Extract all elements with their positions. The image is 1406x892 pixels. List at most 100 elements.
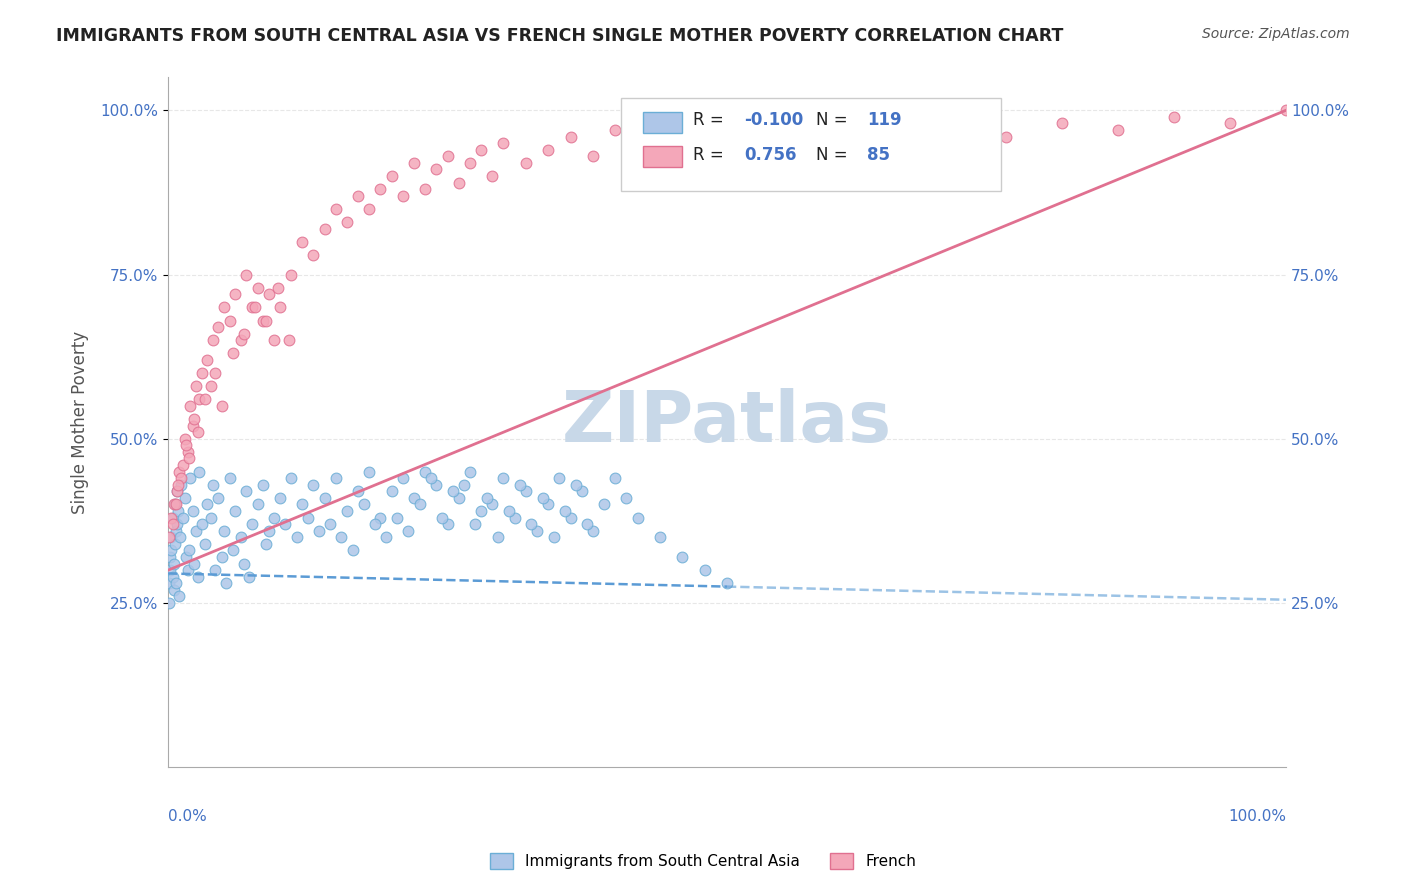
- Point: [159, 563, 181, 577]
- Point: [419, 471, 441, 485]
- Point: [543, 530, 565, 544]
- Point: [353, 498, 375, 512]
- Point: [1219, 116, 1241, 130]
- Point: [319, 517, 342, 532]
- Text: IMMIGRANTS FROM SOUTH CENTRAL ASIA VS FRENCH SINGLE MOTHER POVERTY CORRELATION C: IMMIGRANTS FROM SOUTH CENTRAL ASIA VS FR…: [56, 27, 1063, 45]
- Point: [162, 510, 184, 524]
- Point: [174, 438, 197, 452]
- Point: [277, 333, 299, 347]
- Point: [396, 524, 419, 538]
- Text: Source: ZipAtlas.com: Source: ZipAtlas.com: [1202, 27, 1350, 41]
- Point: [1107, 123, 1129, 137]
- Point: [200, 379, 222, 393]
- Point: [359, 465, 381, 479]
- Point: [204, 366, 226, 380]
- Point: [172, 458, 194, 472]
- Point: [233, 326, 256, 341]
- Point: [157, 530, 180, 544]
- Point: [165, 524, 187, 538]
- Point: [187, 570, 209, 584]
- Point: [190, 366, 212, 380]
- Point: [163, 498, 186, 512]
- Point: [392, 188, 415, 202]
- Point: [441, 484, 464, 499]
- Point: [167, 465, 190, 479]
- Point: [314, 221, 336, 235]
- Point: [308, 524, 330, 538]
- Point: [330, 530, 353, 544]
- Point: [157, 596, 180, 610]
- Point: [211, 549, 233, 564]
- Point: [716, 116, 738, 130]
- Point: [157, 576, 180, 591]
- Point: [325, 202, 347, 216]
- Point: [671, 549, 693, 564]
- Point: [453, 477, 475, 491]
- Point: [571, 484, 593, 499]
- Point: [201, 477, 224, 491]
- Point: [537, 143, 560, 157]
- Point: [212, 301, 235, 315]
- Point: [163, 582, 186, 597]
- Point: [238, 570, 260, 584]
- Point: [229, 530, 252, 544]
- Point: [167, 477, 190, 491]
- Point: [165, 498, 187, 512]
- Point: [560, 129, 582, 144]
- Point: [162, 570, 184, 584]
- Text: 0.756: 0.756: [744, 145, 796, 164]
- Point: [166, 517, 188, 532]
- Point: [402, 156, 425, 170]
- Point: [481, 498, 503, 512]
- Point: [626, 510, 648, 524]
- Point: [995, 129, 1018, 144]
- Point: [503, 510, 526, 524]
- Point: [179, 471, 201, 485]
- Point: [458, 465, 481, 479]
- Point: [693, 136, 716, 150]
- Point: [520, 517, 543, 532]
- Point: [252, 313, 274, 327]
- Point: [297, 510, 319, 524]
- Point: [285, 530, 308, 544]
- Point: [430, 510, 453, 524]
- Text: -0.100: -0.100: [744, 112, 803, 129]
- Point: [174, 549, 197, 564]
- Point: [169, 530, 191, 544]
- Point: [188, 392, 211, 407]
- Point: [291, 498, 314, 512]
- Point: [166, 484, 188, 499]
- Point: [246, 498, 269, 512]
- Text: N =: N =: [817, 112, 853, 129]
- Point: [280, 268, 302, 282]
- Point: [177, 563, 200, 577]
- Point: [342, 543, 364, 558]
- Point: [375, 530, 398, 544]
- Point: [166, 484, 188, 499]
- Point: [370, 182, 392, 196]
- Point: [336, 215, 359, 229]
- Point: [605, 123, 627, 137]
- Text: 0.0%: 0.0%: [169, 809, 207, 823]
- Point: [194, 537, 217, 551]
- Point: [263, 510, 285, 524]
- Point: [160, 510, 183, 524]
- Point: [173, 491, 195, 505]
- Point: [370, 510, 392, 524]
- Point: [167, 590, 190, 604]
- Point: [229, 333, 252, 347]
- Point: [163, 537, 186, 551]
- Text: 100.0%: 100.0%: [1227, 809, 1286, 823]
- Point: [515, 156, 537, 170]
- Point: [648, 530, 671, 544]
- Point: [436, 517, 458, 532]
- Point: [464, 517, 486, 532]
- Point: [425, 477, 447, 491]
- Point: [458, 156, 481, 170]
- Point: [163, 498, 186, 512]
- Point: [167, 504, 190, 518]
- Point: [475, 491, 498, 505]
- Point: [436, 149, 458, 163]
- Point: [235, 268, 257, 282]
- Point: [560, 510, 582, 524]
